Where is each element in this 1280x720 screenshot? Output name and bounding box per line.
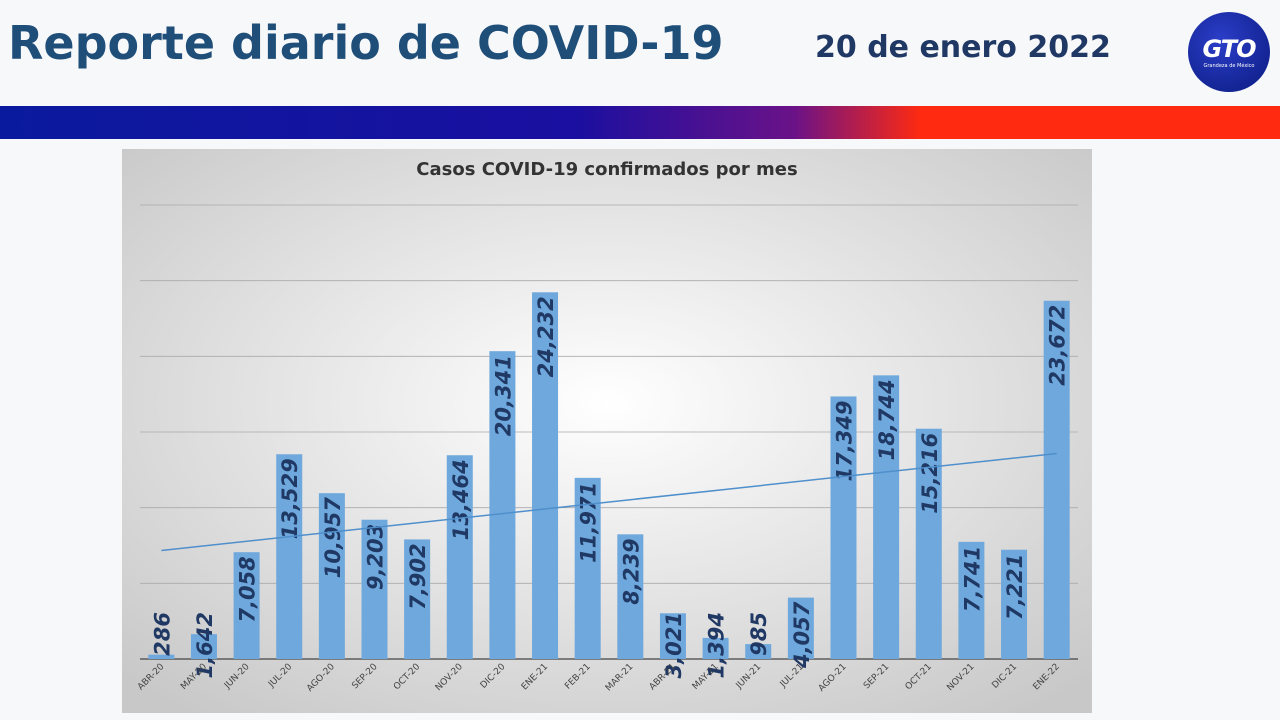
value-label: 7,902 xyxy=(406,543,430,609)
bar xyxy=(276,454,303,659)
value-label: 13,529 xyxy=(278,458,302,539)
chart-title: Casos COVID-19 confirmados por mes xyxy=(416,159,797,180)
bar xyxy=(659,613,686,659)
bar xyxy=(873,375,900,659)
chart-background xyxy=(122,149,1092,713)
value-label: 7,058 xyxy=(236,556,260,622)
value-label: 11,971 xyxy=(577,482,601,563)
bar xyxy=(1043,300,1070,659)
value-label: 7,741 xyxy=(960,546,984,612)
value-label: 8,239 xyxy=(619,538,643,604)
bar xyxy=(446,455,473,659)
bar xyxy=(787,597,814,659)
bar xyxy=(702,637,729,659)
value-label: 3,021 xyxy=(662,612,686,678)
value-label: 286 xyxy=(150,612,174,656)
bar xyxy=(318,493,345,659)
chart: Casos COVID-19 confirmados por mes 286AB… xyxy=(122,149,1092,713)
value-label: 1,394 xyxy=(705,612,729,678)
bar xyxy=(830,396,857,659)
bar xyxy=(1001,549,1028,659)
value-label: 985 xyxy=(747,612,771,656)
value-label: 15,216 xyxy=(918,433,942,514)
value-label: 17,349 xyxy=(833,400,857,481)
bar xyxy=(617,534,644,659)
value-label: 9,203 xyxy=(364,524,388,590)
value-label: 7,221 xyxy=(1003,554,1027,620)
value-label: 18,744 xyxy=(875,379,899,460)
report-date: 20 de enero 2022 xyxy=(815,30,1111,65)
value-label: 4,057 xyxy=(790,601,814,669)
logo-subtext: Grandeza de México xyxy=(1203,63,1255,69)
value-label: 23,672 xyxy=(1046,305,1070,386)
bar xyxy=(361,519,388,659)
bar xyxy=(745,644,772,659)
bar xyxy=(574,477,601,659)
value-label: 1,642 xyxy=(193,612,217,678)
value-label: 10,957 xyxy=(321,497,345,578)
bar xyxy=(489,351,516,659)
logo-text: GTO xyxy=(1202,35,1256,63)
bar xyxy=(404,539,431,659)
bar xyxy=(190,634,217,659)
bar xyxy=(532,292,559,659)
logo: GTO Grandeza de México xyxy=(1188,12,1270,92)
bar xyxy=(148,654,175,659)
trendline xyxy=(161,452,1057,552)
color-band xyxy=(0,106,1280,139)
value-label: 20,341 xyxy=(491,355,515,436)
value-label: 13,464 xyxy=(449,459,473,540)
bar xyxy=(958,541,985,659)
page-title: Reporte diario de COVID-19 xyxy=(8,16,724,70)
bar xyxy=(233,552,260,659)
value-label: 24,232 xyxy=(534,296,558,377)
